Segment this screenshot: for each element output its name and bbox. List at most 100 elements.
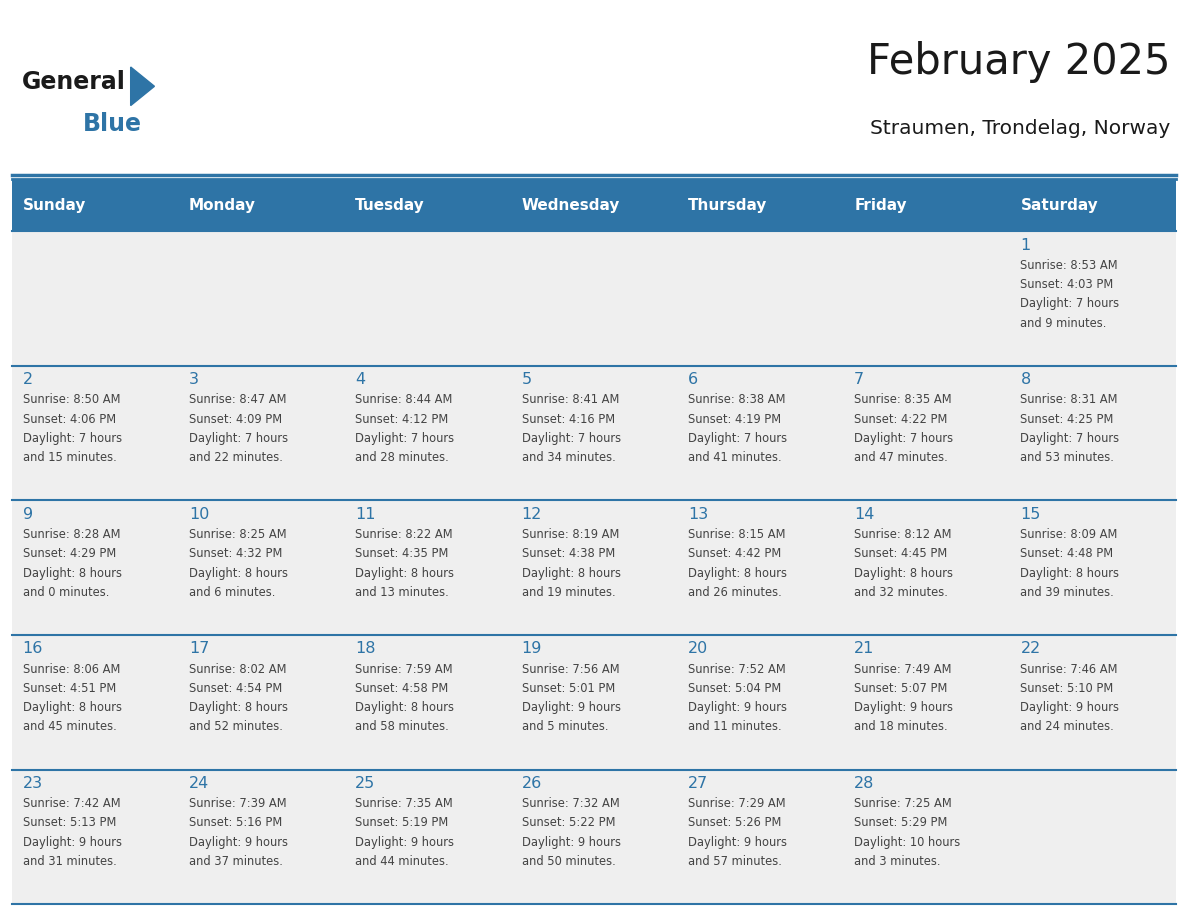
Text: Sunrise: 7:49 AM: Sunrise: 7:49 AM xyxy=(854,663,952,676)
Text: 14: 14 xyxy=(854,507,874,522)
Text: and 32 minutes.: and 32 minutes. xyxy=(854,586,948,599)
FancyBboxPatch shape xyxy=(843,366,1010,500)
Text: Sunset: 4:16 PM: Sunset: 4:16 PM xyxy=(522,413,614,426)
Text: Sunset: 4:42 PM: Sunset: 4:42 PM xyxy=(688,547,781,560)
Text: and 45 minutes.: and 45 minutes. xyxy=(23,721,116,733)
Text: and 34 minutes.: and 34 minutes. xyxy=(522,452,615,465)
FancyBboxPatch shape xyxy=(178,500,345,635)
Text: Sunrise: 8:35 AM: Sunrise: 8:35 AM xyxy=(854,394,952,407)
Text: Sunset: 5:19 PM: Sunset: 5:19 PM xyxy=(355,816,448,830)
Text: Sunset: 4:58 PM: Sunset: 4:58 PM xyxy=(355,682,448,695)
Text: February 2025: February 2025 xyxy=(867,40,1170,83)
Text: Sunset: 4:12 PM: Sunset: 4:12 PM xyxy=(355,413,448,426)
Text: 21: 21 xyxy=(854,642,874,656)
Text: Daylight: 7 hours: Daylight: 7 hours xyxy=(189,432,287,445)
Text: Sunset: 4:29 PM: Sunset: 4:29 PM xyxy=(23,547,115,560)
Text: 25: 25 xyxy=(355,776,375,791)
Text: Tuesday: Tuesday xyxy=(355,197,425,213)
Text: and 15 minutes.: and 15 minutes. xyxy=(23,452,116,465)
FancyBboxPatch shape xyxy=(677,231,843,366)
FancyBboxPatch shape xyxy=(345,769,511,904)
Text: and 52 minutes.: and 52 minutes. xyxy=(189,721,283,733)
Text: Straumen, Trondelag, Norway: Straumen, Trondelag, Norway xyxy=(870,118,1170,138)
Text: and 22 minutes.: and 22 minutes. xyxy=(189,452,283,465)
Text: and 0 minutes.: and 0 minutes. xyxy=(23,586,109,599)
Text: 26: 26 xyxy=(522,776,542,791)
Text: Daylight: 8 hours: Daylight: 8 hours xyxy=(355,701,454,714)
Text: 22: 22 xyxy=(1020,642,1041,656)
Text: Sunrise: 7:32 AM: Sunrise: 7:32 AM xyxy=(522,797,619,811)
Polygon shape xyxy=(131,67,154,106)
Text: Sunset: 4:38 PM: Sunset: 4:38 PM xyxy=(522,547,614,560)
Text: 11: 11 xyxy=(355,507,375,522)
Text: 18: 18 xyxy=(355,642,375,656)
Text: Thursday: Thursday xyxy=(688,197,767,213)
Text: Sunset: 5:16 PM: Sunset: 5:16 PM xyxy=(189,816,282,830)
FancyBboxPatch shape xyxy=(677,500,843,635)
Text: Daylight: 9 hours: Daylight: 9 hours xyxy=(355,835,454,849)
Text: and 9 minutes.: and 9 minutes. xyxy=(1020,317,1107,330)
FancyBboxPatch shape xyxy=(345,366,511,500)
Text: Sunrise: 8:15 AM: Sunrise: 8:15 AM xyxy=(688,528,785,541)
FancyBboxPatch shape xyxy=(677,769,843,904)
Text: Daylight: 8 hours: Daylight: 8 hours xyxy=(189,566,287,579)
Text: Sunset: 5:26 PM: Sunset: 5:26 PM xyxy=(688,816,782,830)
Text: Daylight: 8 hours: Daylight: 8 hours xyxy=(1020,566,1119,579)
Text: Daylight: 9 hours: Daylight: 9 hours xyxy=(1020,701,1119,714)
Text: 3: 3 xyxy=(189,373,198,387)
Text: Sunrise: 7:46 AM: Sunrise: 7:46 AM xyxy=(1020,663,1118,676)
Text: Sunrise: 8:09 AM: Sunrise: 8:09 AM xyxy=(1020,528,1118,541)
FancyBboxPatch shape xyxy=(511,500,677,635)
Text: Daylight: 8 hours: Daylight: 8 hours xyxy=(854,566,953,579)
Text: Sunrise: 8:02 AM: Sunrise: 8:02 AM xyxy=(189,663,286,676)
FancyBboxPatch shape xyxy=(12,635,178,769)
Text: Sunrise: 7:42 AM: Sunrise: 7:42 AM xyxy=(23,797,120,811)
FancyBboxPatch shape xyxy=(1010,769,1176,904)
FancyBboxPatch shape xyxy=(511,635,677,769)
Text: Daylight: 7 hours: Daylight: 7 hours xyxy=(854,432,953,445)
FancyBboxPatch shape xyxy=(345,231,511,366)
Text: and 18 minutes.: and 18 minutes. xyxy=(854,721,948,733)
FancyBboxPatch shape xyxy=(843,635,1010,769)
Text: Sunset: 4:22 PM: Sunset: 4:22 PM xyxy=(854,413,948,426)
Text: 24: 24 xyxy=(189,776,209,791)
Text: Sunset: 5:13 PM: Sunset: 5:13 PM xyxy=(23,816,116,830)
FancyBboxPatch shape xyxy=(843,769,1010,904)
Text: Sunset: 4:45 PM: Sunset: 4:45 PM xyxy=(854,547,947,560)
Text: and 44 minutes.: and 44 minutes. xyxy=(355,855,449,868)
Text: Sunrise: 7:25 AM: Sunrise: 7:25 AM xyxy=(854,797,952,811)
Text: Daylight: 9 hours: Daylight: 9 hours xyxy=(522,701,620,714)
Text: Sunset: 5:22 PM: Sunset: 5:22 PM xyxy=(522,816,615,830)
Text: Sunrise: 8:19 AM: Sunrise: 8:19 AM xyxy=(522,528,619,541)
Text: 8: 8 xyxy=(1020,373,1031,387)
Text: Daylight: 9 hours: Daylight: 9 hours xyxy=(688,835,786,849)
Text: Wednesday: Wednesday xyxy=(522,197,620,213)
Text: and 53 minutes.: and 53 minutes. xyxy=(1020,452,1114,465)
Text: 28: 28 xyxy=(854,776,874,791)
Text: Saturday: Saturday xyxy=(1020,197,1098,213)
Text: Sunrise: 7:59 AM: Sunrise: 7:59 AM xyxy=(355,663,453,676)
FancyBboxPatch shape xyxy=(511,366,677,500)
FancyBboxPatch shape xyxy=(345,635,511,769)
FancyBboxPatch shape xyxy=(511,179,677,231)
Text: Daylight: 9 hours: Daylight: 9 hours xyxy=(189,835,287,849)
Text: Daylight: 9 hours: Daylight: 9 hours xyxy=(854,701,953,714)
FancyBboxPatch shape xyxy=(12,769,178,904)
Text: and 26 minutes.: and 26 minutes. xyxy=(688,586,782,599)
Text: Sunrise: 7:35 AM: Sunrise: 7:35 AM xyxy=(355,797,453,811)
Text: Daylight: 9 hours: Daylight: 9 hours xyxy=(688,701,786,714)
FancyBboxPatch shape xyxy=(12,231,178,366)
FancyBboxPatch shape xyxy=(511,231,677,366)
Text: Daylight: 9 hours: Daylight: 9 hours xyxy=(23,835,121,849)
FancyBboxPatch shape xyxy=(12,179,178,231)
FancyBboxPatch shape xyxy=(843,179,1010,231)
FancyBboxPatch shape xyxy=(1010,179,1176,231)
Text: 13: 13 xyxy=(688,507,708,522)
Text: Sunrise: 8:28 AM: Sunrise: 8:28 AM xyxy=(23,528,120,541)
Text: Daylight: 7 hours: Daylight: 7 hours xyxy=(355,432,454,445)
Text: Sunset: 5:10 PM: Sunset: 5:10 PM xyxy=(1020,682,1113,695)
Text: Sunset: 4:32 PM: Sunset: 4:32 PM xyxy=(189,547,283,560)
Text: Friday: Friday xyxy=(854,197,906,213)
Text: Sunset: 4:09 PM: Sunset: 4:09 PM xyxy=(189,413,282,426)
Text: 9: 9 xyxy=(23,507,33,522)
